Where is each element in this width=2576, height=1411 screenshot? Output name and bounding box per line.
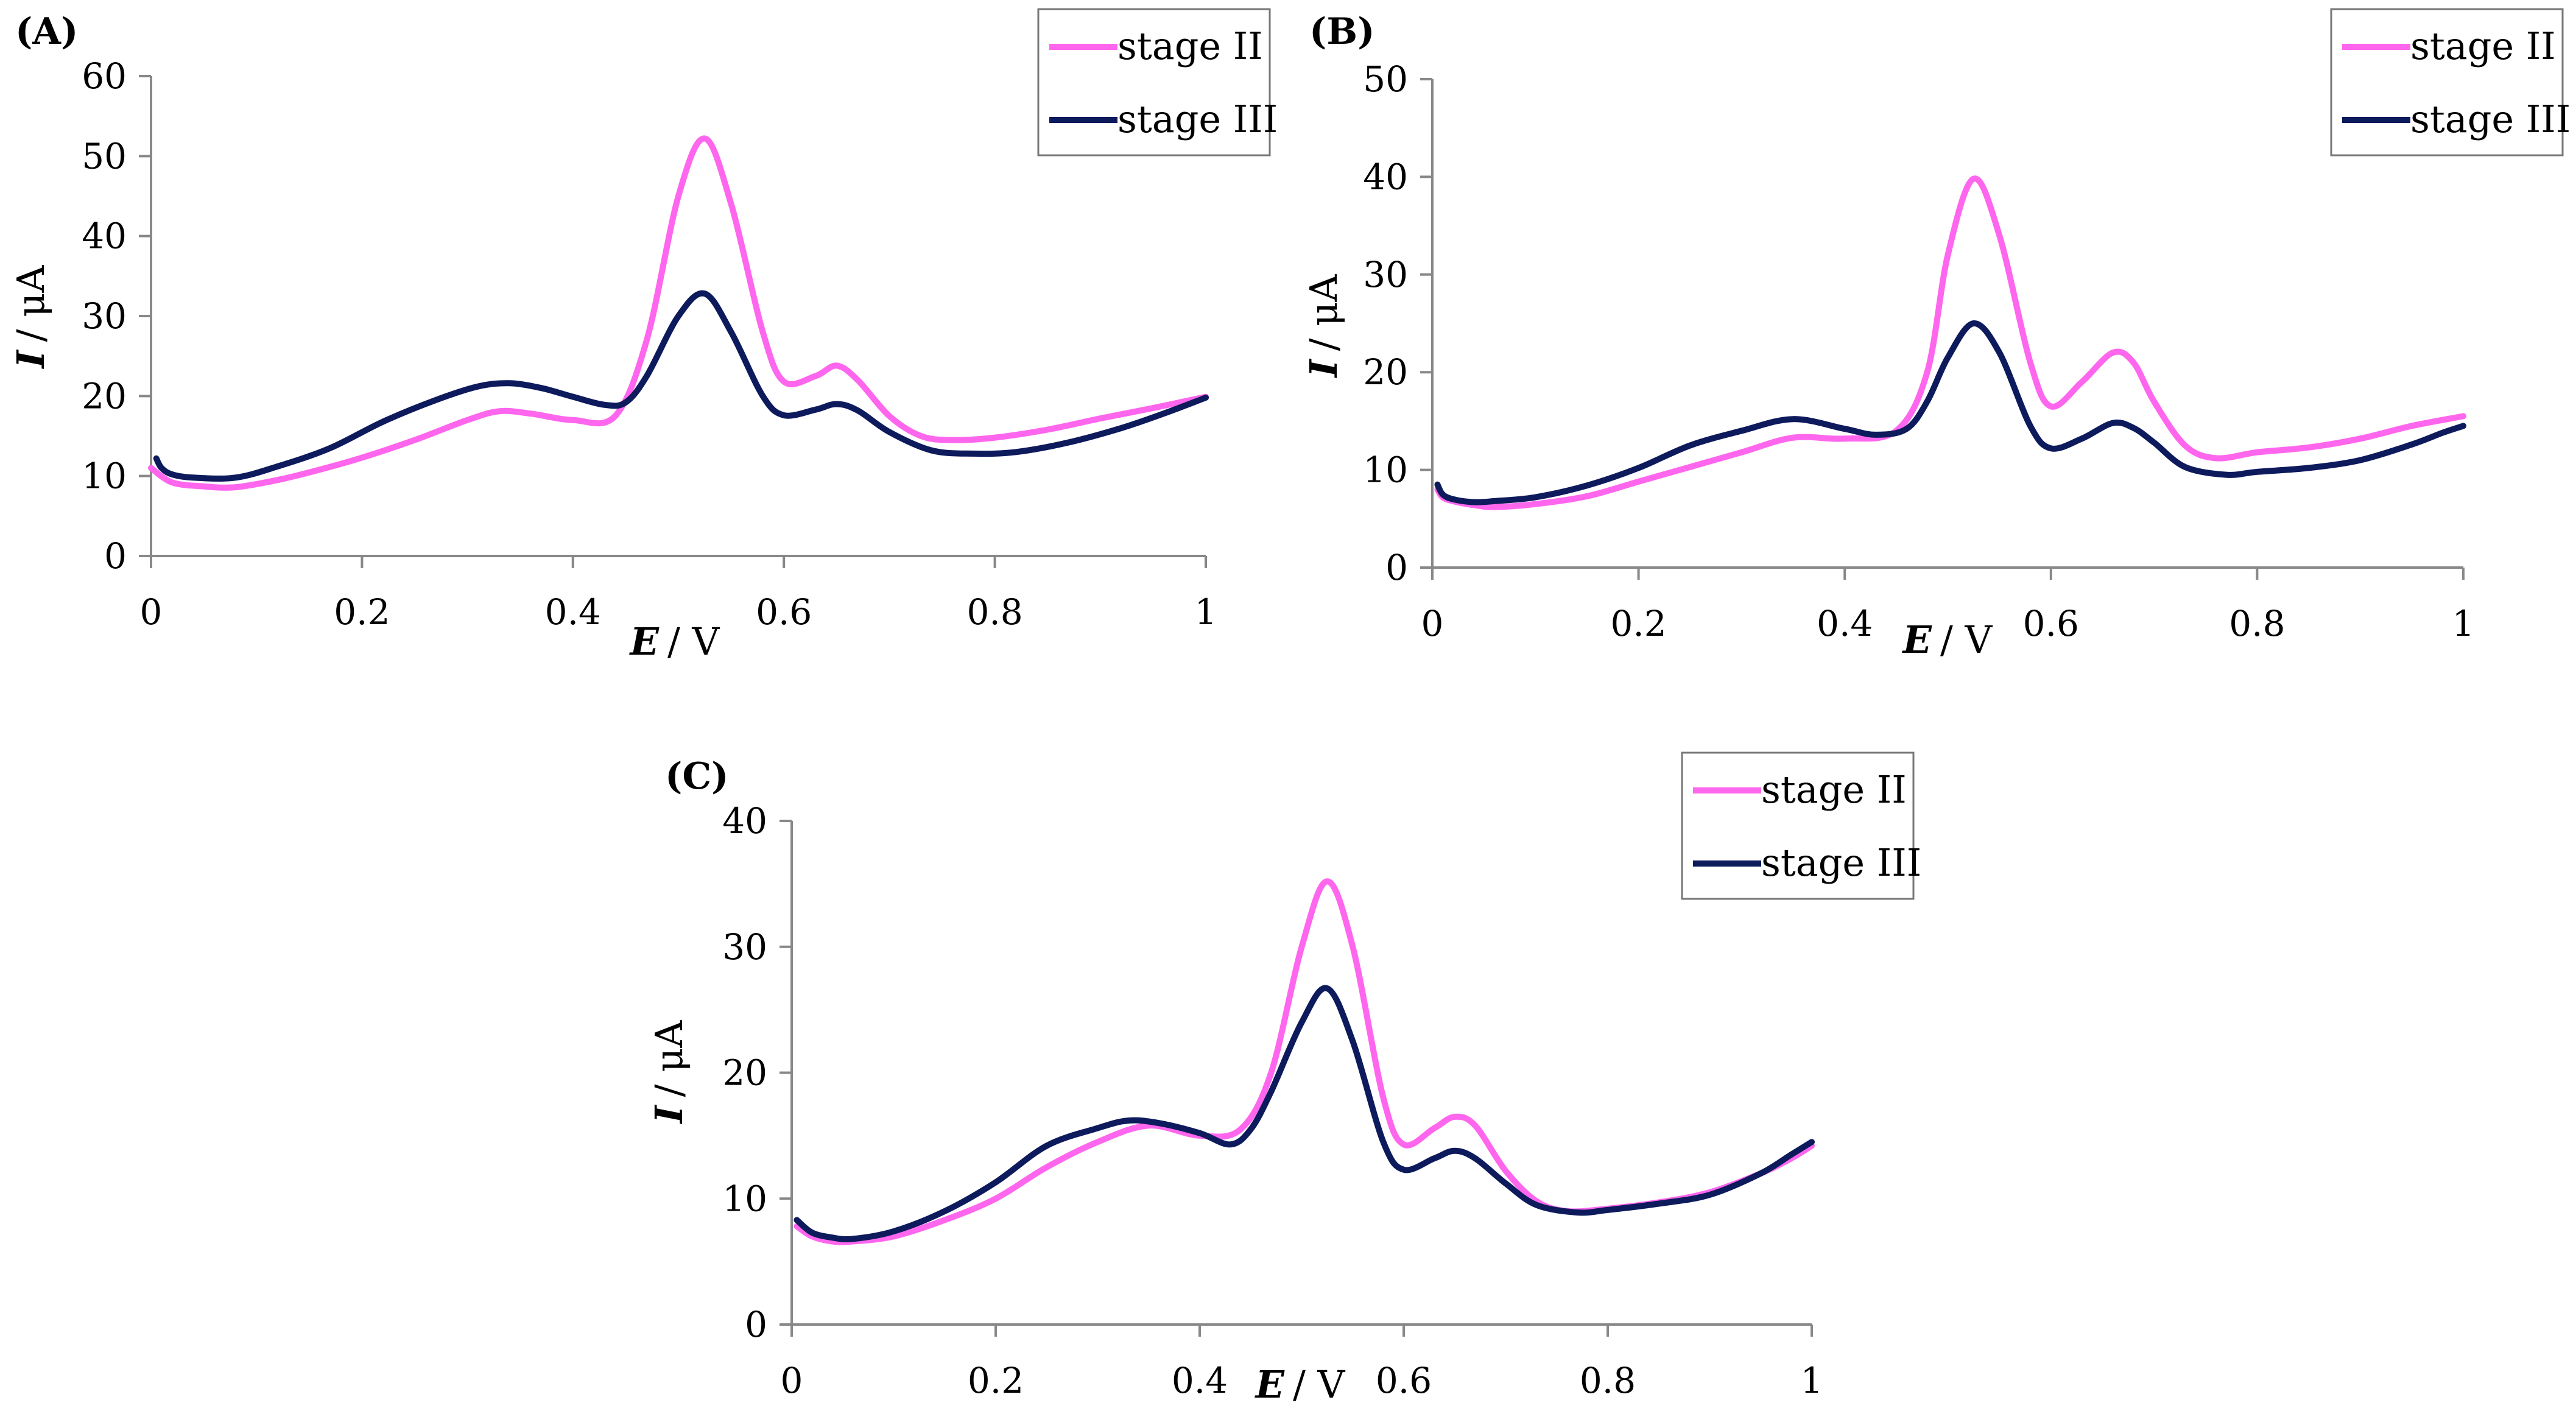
x-tick-label: 0.8: [1580, 1360, 1636, 1401]
chart-panel-0: (A) 0 10 20 30 40 50 60 0 0.2 0.4 0.6 0.8 1 E / V I / μA s…: [9, 8, 1278, 664]
x-axis-title: E / V: [1255, 1362, 1346, 1407]
x-tick-label: 0.2: [968, 1360, 1024, 1401]
y-tick-label: 10: [722, 1178, 767, 1219]
series-line-stage-iii: [794, 985, 1815, 1243]
x-axis-variable: E: [629, 619, 660, 664]
x-tick-label: 0.6: [2023, 603, 2079, 644]
x-tick-label: 0: [1421, 603, 1444, 644]
x-axis-title: E / V: [1902, 618, 1993, 662]
y-tick-label: 40: [82, 216, 127, 257]
x-tick-label: 0.2: [334, 591, 390, 633]
y-axis-title: I / μA: [647, 1019, 691, 1124]
x-axis-unit: / V: [1293, 1362, 1346, 1407]
y-tick-label: 10: [82, 456, 127, 497]
y-axis-unit: / μA: [647, 1019, 691, 1097]
y-axis-title: I / μA: [1301, 273, 1346, 378]
y-tick-label: 30: [1363, 254, 1408, 295]
x-tick-label: 0.8: [2229, 603, 2285, 644]
series-line-stage-ii: [148, 135, 1209, 491]
x-axis-unit: / V: [1940, 618, 1993, 662]
series-line-stage-ii: [1434, 175, 2466, 510]
y-axis-variable: I: [647, 1104, 691, 1124]
y-tick-label: 20: [82, 375, 127, 417]
x-axis-variable: E: [1902, 618, 1932, 662]
y-tick-label: 50: [82, 135, 127, 177]
series-line-stage-iii: [153, 290, 1209, 482]
legend: stage II stage III: [2330, 8, 2571, 157]
legend-label: stage III: [1117, 97, 1278, 141]
y-tick-label: 0: [104, 535, 127, 577]
legend-box: [1037, 8, 1271, 157]
legend-label: stage III: [1761, 840, 1921, 885]
y-tick-label: 10: [1363, 449, 1408, 491]
legend-label: stage III: [2410, 97, 2571, 141]
y-axis-unit: / μA: [9, 264, 53, 342]
x-tick-label: 0.6: [1376, 1360, 1432, 1401]
y-tick-label: 50: [1363, 58, 1408, 100]
x-tick-label: 0.4: [545, 591, 601, 633]
legend-box: [2330, 8, 2564, 157]
series-line-stage-ii: [794, 878, 1815, 1245]
x-tick-label: 0: [781, 1360, 803, 1401]
y-tick-label: 20: [722, 1052, 767, 1094]
legend-box: [1681, 751, 1915, 900]
y-axis-unit: / μA: [1301, 273, 1346, 351]
legend: stage II stage III: [1037, 8, 1278, 157]
x-tick-label: 1: [1195, 591, 1217, 633]
legend: stage II stage III: [1681, 751, 1921, 900]
y-axis-title: I / μA: [9, 264, 53, 369]
legend-label: stage II: [1117, 24, 1263, 68]
panel-label: (C): [665, 755, 729, 798]
x-tick-label: 1: [2452, 603, 2475, 644]
y-tick-label: 0: [1385, 547, 1408, 588]
x-tick-label: 1: [1801, 1360, 1823, 1401]
x-tick-label: 0.2: [1610, 603, 1666, 644]
x-tick-label: 0.6: [756, 591, 812, 633]
x-tick-label: 0.8: [966, 591, 1022, 633]
chart-panel-1: (B) 0 10 20 30 40 50 0 0.2 0.4 0.6 0.8 1 E / V I / μA sta…: [1301, 8, 2571, 662]
y-tick-label: 30: [722, 926, 767, 968]
x-tick-label: 0.4: [1172, 1360, 1228, 1401]
y-axis-variable: I: [9, 349, 53, 369]
series-line-stage-iii: [1434, 320, 2466, 505]
y-tick-label: 40: [722, 800, 767, 842]
x-axis-unit: / V: [667, 619, 720, 664]
x-axis-variable: E: [1255, 1362, 1285, 1407]
chart-panel-2: (C) 0 10 20 30 40 0 0.2 0.4 0.6 0.8 1 E / V I / μA stage…: [647, 751, 1921, 1407]
y-tick-label: 30: [82, 295, 127, 337]
panel-label: (A): [15, 10, 78, 53]
legend-label: stage II: [1761, 767, 1907, 812]
x-tick-label: 0: [140, 591, 163, 633]
y-tick-label: 40: [1363, 156, 1408, 197]
y-tick-label: 0: [745, 1304, 767, 1345]
panel-label: (B): [1309, 10, 1375, 53]
y-tick-label: 60: [82, 55, 127, 97]
legend-label: stage II: [2410, 24, 2556, 68]
x-axis-title: E / V: [629, 619, 720, 664]
y-axis-variable: I: [1301, 358, 1346, 378]
x-tick-label: 0.4: [1817, 603, 1873, 644]
y-tick-label: 20: [1363, 351, 1408, 393]
